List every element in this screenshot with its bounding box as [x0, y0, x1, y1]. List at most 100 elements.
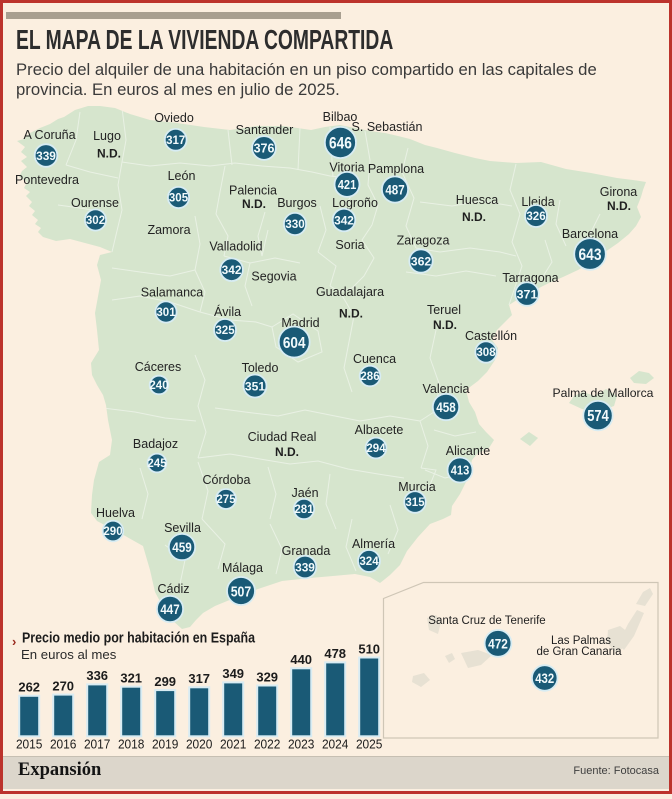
svg-text:Las Palmas: Las Palmas	[551, 635, 611, 647]
svg-text:Valladolid: Valladolid	[209, 240, 262, 254]
svg-text:Sevilla: Sevilla	[164, 521, 201, 535]
svg-text:N.D.: N.D.	[242, 197, 266, 211]
svg-text:2019: 2019	[152, 737, 179, 752]
svg-text:Logroño: Logroño	[332, 196, 378, 210]
svg-text:342: 342	[222, 263, 242, 277]
svg-text:Zamora: Zamora	[147, 223, 190, 237]
svg-text:Burgos: Burgos	[277, 196, 317, 210]
svg-text:Zaragoza: Zaragoza	[397, 234, 450, 248]
svg-text:Lleida: Lleida	[521, 195, 554, 209]
svg-text:342: 342	[334, 213, 354, 227]
svg-text:330: 330	[285, 218, 305, 231]
svg-text:Cádiz: Cádiz	[158, 582, 190, 596]
svg-text:Murcia: Murcia	[398, 480, 436, 494]
svg-text:2021: 2021	[220, 737, 247, 752]
svg-text:510: 510	[358, 641, 380, 656]
svg-text:459: 459	[172, 540, 192, 555]
svg-text:440: 440	[290, 652, 312, 667]
svg-text:507: 507	[231, 584, 252, 600]
svg-text:Segovia: Segovia	[251, 270, 296, 284]
svg-text:Almería: Almería	[352, 537, 395, 551]
svg-text:324: 324	[359, 555, 379, 568]
svg-text:275: 275	[216, 494, 236, 506]
svg-text:305: 305	[169, 193, 189, 205]
svg-text:Precio medio por habitación en: Precio medio por habitación en España	[22, 631, 256, 647]
svg-text:de Gran Canaria: de Gran Canaria	[536, 646, 622, 658]
svg-text:Córdoba: Córdoba	[203, 473, 251, 487]
svg-text:604: 604	[283, 334, 306, 352]
svg-text:Palencia: Palencia	[229, 184, 277, 198]
svg-text:308: 308	[476, 347, 496, 359]
svg-text:Oviedo: Oviedo	[154, 111, 194, 125]
svg-text:472: 472	[488, 635, 508, 651]
svg-text:Badajoz: Badajoz	[133, 437, 178, 451]
svg-text:Lugo: Lugo	[93, 129, 121, 143]
svg-text:301: 301	[156, 307, 176, 319]
svg-text:N.D.: N.D.	[275, 445, 299, 459]
svg-text:413: 413	[451, 463, 470, 478]
svg-text:2015: 2015	[16, 737, 43, 752]
svg-text:En euros al mes: En euros al mes	[21, 647, 117, 662]
svg-text:2023: 2023	[288, 737, 315, 752]
svg-text:321: 321	[120, 671, 142, 686]
svg-text:Teruel: Teruel	[427, 303, 461, 317]
svg-text:362: 362	[411, 254, 432, 268]
svg-text:Huesca: Huesca	[456, 193, 498, 207]
svg-text:Ourense: Ourense	[71, 196, 119, 210]
svg-text:Girona: Girona	[600, 185, 638, 199]
svg-text:Alicante: Alicante	[446, 444, 491, 458]
svg-text:Barcelona: Barcelona	[562, 227, 618, 241]
svg-text:Huelva: Huelva	[96, 506, 135, 520]
svg-text:315: 315	[405, 497, 425, 509]
svg-text:294: 294	[366, 443, 386, 455]
svg-text:646: 646	[329, 134, 352, 152]
svg-text:Vitoria: Vitoria	[329, 161, 364, 175]
svg-text:León: León	[168, 169, 196, 183]
svg-text:2022: 2022	[254, 737, 281, 752]
svg-text:Ávila: Ávila	[214, 304, 241, 319]
svg-text:Tarragona: Tarragona	[502, 271, 558, 285]
svg-text:478: 478	[324, 646, 346, 661]
svg-text:Cáceres: Cáceres	[135, 360, 182, 374]
svg-text:N.D.: N.D.	[433, 318, 457, 332]
svg-text:2016: 2016	[50, 737, 77, 752]
svg-text:Soria: Soria	[335, 238, 364, 252]
svg-text:458: 458	[436, 400, 456, 415]
svg-text:262: 262	[18, 680, 40, 695]
svg-text:Málaga: Málaga	[222, 561, 263, 575]
svg-text:325: 325	[215, 324, 235, 337]
svg-text:Pontevedra: Pontevedra	[15, 173, 79, 187]
svg-text:281: 281	[294, 504, 314, 516]
svg-text:290: 290	[103, 526, 122, 538]
svg-text:447: 447	[160, 602, 180, 617]
svg-text:Cuenca: Cuenca	[353, 352, 396, 366]
svg-text:351: 351	[245, 379, 265, 393]
svg-text:240: 240	[149, 380, 168, 392]
svg-text:Palma de Mallorca: Palma de Mallorca	[553, 386, 654, 400]
svg-text:299: 299	[154, 674, 176, 689]
svg-text:Valencia: Valencia	[422, 382, 469, 396]
svg-text:Ciudad Real: Ciudad Real	[248, 430, 317, 444]
svg-text:Bilbao: Bilbao	[323, 110, 358, 124]
svg-text:Toledo: Toledo	[242, 361, 279, 375]
svg-text:329: 329	[256, 669, 278, 684]
svg-text:Pamplona: Pamplona	[368, 162, 424, 176]
svg-text:376: 376	[254, 142, 275, 156]
svg-text:317: 317	[166, 135, 185, 147]
svg-text:270: 270	[52, 678, 74, 693]
svg-text:2017: 2017	[84, 737, 111, 752]
svg-text:N.D.: N.D.	[607, 199, 631, 213]
svg-text:N.D.: N.D.	[462, 210, 486, 224]
svg-text:432: 432	[535, 671, 554, 686]
svg-text:487: 487	[385, 182, 405, 197]
svg-text:317: 317	[188, 671, 210, 686]
svg-text:2020: 2020	[186, 737, 213, 752]
svg-text:Albacete: Albacete	[355, 423, 404, 437]
svg-text:302: 302	[86, 215, 105, 227]
svg-text:643: 643	[579, 246, 602, 264]
svg-text:245: 245	[147, 458, 167, 470]
svg-text:371: 371	[517, 287, 538, 301]
svg-text:Santa Cruz de Tenerife: Santa Cruz de Tenerife	[428, 615, 545, 627]
svg-text:336: 336	[86, 668, 108, 683]
svg-text:Castellón: Castellón	[465, 329, 517, 343]
